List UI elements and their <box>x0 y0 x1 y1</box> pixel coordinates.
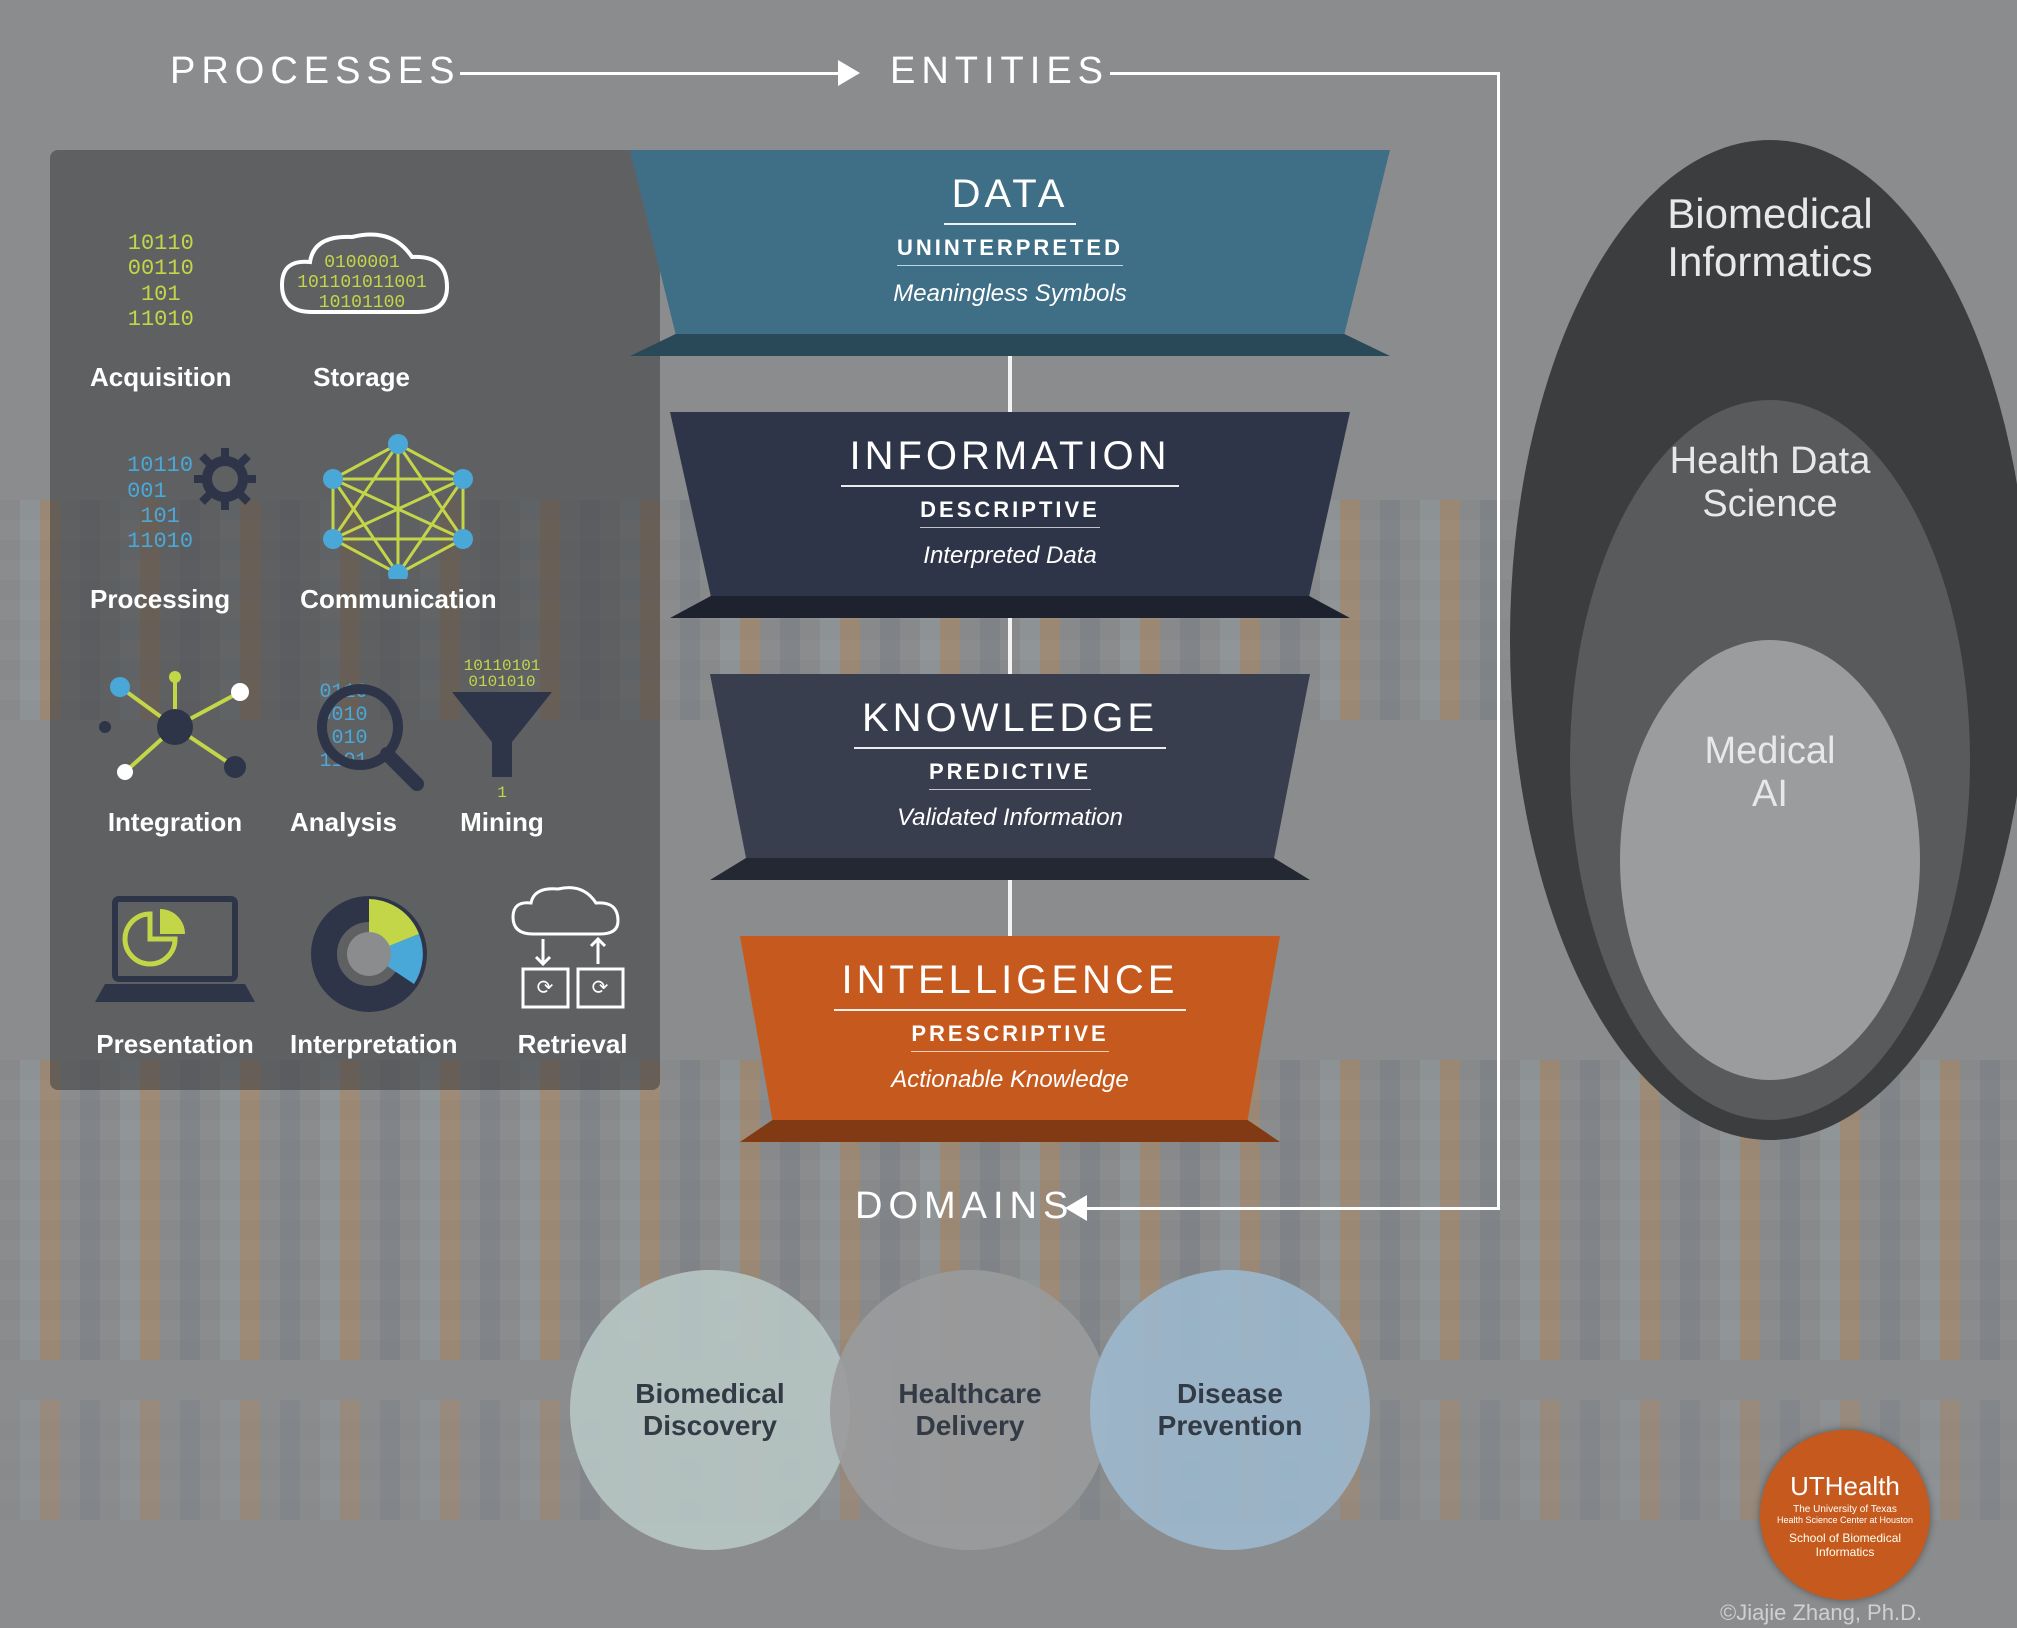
process-processing: 10110 001 101 11010 Processing <box>90 434 230 615</box>
process-label: Communication <box>300 584 496 615</box>
entity-tier-data: DATA UNINTERPRETED Meaningless Symbols <box>630 150 1390 334</box>
process-storage: 0100001 101101011001 10101100 Storage <box>262 212 462 393</box>
process-communication: Communication <box>300 434 496 615</box>
svg-text:101101011001: 101101011001 <box>297 273 427 293</box>
process-row: Presentation Interpretation <box>70 848 658 1061</box>
entity-tier-intelligence: INTELLIGENCE PRESCRIPTIVE Actionable Knowl… <box>740 936 1280 1120</box>
tier-edge <box>670 596 1350 618</box>
credit-text: ©Jiajie Zhang, Ph.D. <box>1720 1600 1922 1626</box>
magnify-binary-icon <box>315 682 425 792</box>
processes-header: PROCESSES <box>170 50 461 93</box>
binary-icon: 10110 00110 101 11010 <box>128 231 194 332</box>
process-acquisition: 10110 00110 101 11010 Acquisition <box>90 212 232 393</box>
gear-icon <box>190 444 260 514</box>
domain-circle: HealthcareDelivery <box>830 1270 1110 1550</box>
badge-line: The University of Texas <box>1793 1504 1897 1515</box>
tier-desc: Meaningless Symbols <box>630 280 1390 308</box>
tier-edge <box>710 858 1310 880</box>
svg-text:⟳: ⟳ <box>591 977 608 999</box>
domains-header: DOMAINS <box>855 1185 1074 1228</box>
process-label: Processing <box>90 584 230 615</box>
svg-text:0101010: 0101010 <box>468 673 535 691</box>
process-label: Interpretation <box>290 1029 458 1060</box>
badge-line: School of Biomedical <box>1789 1531 1901 1545</box>
badge-line: Health Science Center at Houston <box>1777 1515 1913 1525</box>
processes-to-entities-arrow-icon <box>838 60 860 86</box>
tier-connector <box>1008 618 1012 674</box>
process-integration: Integration <box>90 657 260 838</box>
venn-label: MedicalAI <box>1705 730 1836 816</box>
badge-title: UTHealth <box>1790 1471 1900 1502</box>
process-interpretation: Interpretation <box>290 879 458 1060</box>
process-mining: 10110101 0101010 1 Mining <box>427 657 577 838</box>
laptop-chart-icon <box>90 884 260 1014</box>
process-label: Acquisition <box>90 362 232 393</box>
venn-inner: MedicalAI <box>1620 640 1920 1080</box>
badge-line: Informatics <box>1816 1545 1875 1559</box>
tier-connector <box>1008 356 1012 412</box>
process-label: Analysis <box>290 807 397 838</box>
svg-text:0100001: 0100001 <box>324 253 400 273</box>
svg-text:⟳: ⟳ <box>536 977 553 999</box>
funnel-binary-icon: 10110101 0101010 1 <box>427 652 577 802</box>
process-presentation: Presentation <box>90 879 260 1060</box>
process-row: Integration 0110 0010 1010 1101 Analysis… <box>70 625 658 838</box>
process-label: Presentation <box>90 1029 260 1060</box>
tier-subtitle: PREDICTIVE <box>929 759 1091 790</box>
process-analysis: 0110 0010 1010 1101 Analysis <box>290 657 397 838</box>
tier-title: KNOWLEDGE <box>854 696 1166 749</box>
domain-label: DiseasePrevention <box>1158 1378 1303 1442</box>
process-label: Storage <box>262 362 462 393</box>
processes-panel: 10110 00110 101 11010 Acquisition 010000… <box>50 150 660 1090</box>
entities-funnel: DATA UNINTERPRETED Meaningless Symbols INFO… <box>610 150 1410 1142</box>
cloud-binary-icon: 0100001 101101011001 10101100 <box>262 217 462 347</box>
network-mesh-icon <box>313 429 483 579</box>
domain-label: HealthcareDelivery <box>898 1378 1041 1442</box>
tier-title: DATA <box>944 172 1077 225</box>
domain-circle: DiseasePrevention <box>1090 1270 1370 1550</box>
entity-tier-knowledge: KNOWLEDGE PREDICTIVE Validated Information <box>710 674 1310 858</box>
entity-tier-information: INFORMATION DESCRIPTIVE Interpreted Data <box>670 412 1350 596</box>
process-row: 10110 00110 101 11010 Acquisition 010000… <box>70 180 658 393</box>
domain-circle: BiomedicalDiscovery <box>570 1270 850 1550</box>
tier-connector <box>1008 880 1012 936</box>
process-row: 10110 001 101 11010 Processing <box>70 403 658 616</box>
binary-icon: 10110 001 101 11010 <box>127 453 193 554</box>
uthealth-badge: UTHealth The University of Texas Health … <box>1760 1430 1930 1600</box>
tier-subtitle: DESCRIPTIVE <box>920 497 1100 528</box>
tier-title: INFORMATION <box>841 434 1178 487</box>
entities-header: ENTITIES <box>890 50 1109 93</box>
svg-text:1: 1 <box>497 784 507 802</box>
tier-desc: Actionable Knowledge <box>740 1066 1280 1094</box>
process-label: Integration <box>90 807 260 838</box>
tier-subtitle: UNINTERPRETED <box>897 235 1123 266</box>
entities-right-line <box>1110 72 1500 75</box>
node-graph-icon <box>90 657 260 797</box>
svg-text:10101100: 10101100 <box>318 293 404 313</box>
tier-edge <box>740 1120 1280 1142</box>
tier-subtitle: PRESCRIPTIVE <box>911 1021 1108 1052</box>
tier-desc: Validated Information <box>710 804 1310 832</box>
domain-label: BiomedicalDiscovery <box>635 1378 784 1442</box>
donut-chart-icon <box>299 884 449 1014</box>
processes-to-entities-line <box>460 72 840 75</box>
venn-label: Health DataScience <box>1670 440 1871 526</box>
venn-label: BiomedicalInformatics <box>1667 190 1872 286</box>
to-domains-line <box>1085 1207 1500 1210</box>
tier-desc: Interpreted Data <box>670 542 1350 570</box>
right-down-line <box>1497 72 1500 1210</box>
tier-title: INTELLIGENCE <box>834 958 1187 1011</box>
tier-edge <box>630 334 1390 356</box>
process-label: Mining <box>427 807 577 838</box>
